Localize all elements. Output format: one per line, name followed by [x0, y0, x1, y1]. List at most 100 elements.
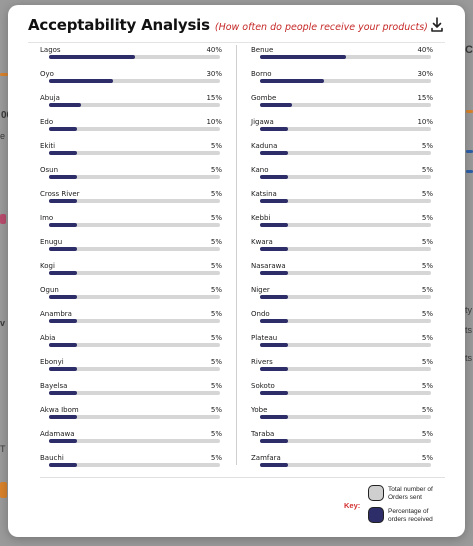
state-percent: 5%	[210, 454, 222, 462]
state-row: Plateau 5%	[251, 333, 433, 357]
state-row: Ogun 5%	[40, 285, 222, 309]
state-row: Kwara 5%	[251, 237, 433, 261]
legend-text-total-orders: Total number of Orders sent	[388, 486, 433, 502]
column-divider	[236, 45, 237, 465]
progress-fill	[260, 151, 289, 155]
progress-fill	[49, 79, 114, 83]
state-percent: 5%	[210, 214, 222, 222]
progress-track	[49, 439, 220, 443]
state-row: Abia 5%	[40, 333, 222, 357]
state-name: Abia	[40, 334, 56, 342]
progress-fill	[49, 199, 78, 203]
state-row: Katsina 5%	[251, 189, 433, 213]
state-percent: 5%	[421, 142, 433, 150]
state-name: Niger	[251, 286, 270, 294]
progress-track	[260, 127, 431, 131]
state-row: Enugu 5%	[40, 237, 222, 261]
progress-track	[49, 247, 220, 251]
progress-fill	[260, 247, 289, 251]
state-percent: 30%	[417, 70, 433, 78]
progress-fill	[49, 391, 78, 395]
state-percent: 5%	[421, 190, 433, 198]
background-fragment: ty	[465, 305, 473, 315]
state-name: Jigawa	[251, 118, 274, 126]
progress-track	[49, 55, 220, 59]
download-button[interactable]	[429, 16, 445, 34]
state-percent: 5%	[210, 142, 222, 150]
state-name: Yobe	[251, 406, 268, 414]
background-bar	[466, 170, 473, 173]
progress-track	[49, 127, 220, 131]
background-bar	[0, 73, 8, 76]
state-percent: 5%	[210, 406, 222, 414]
background-fragment: ts	[465, 353, 473, 363]
state-name: Imo	[40, 214, 54, 222]
state-percent: 10%	[206, 118, 222, 126]
progress-fill	[260, 295, 289, 299]
state-name: Kebbi	[251, 214, 271, 222]
state-row: Akwa Ibom 5%	[40, 405, 222, 429]
header-divider	[28, 42, 445, 43]
progress-fill	[260, 55, 346, 59]
progress-track	[260, 391, 431, 395]
state-row: Cross River 5%	[40, 189, 222, 213]
state-name: Borno	[251, 70, 272, 78]
progress-track	[49, 391, 220, 395]
state-row: Ekiti 5%	[40, 141, 222, 165]
state-percent: 5%	[421, 286, 433, 294]
modal-title: Acceptability Analysis	[28, 16, 210, 34]
background-bar	[0, 482, 7, 498]
state-percent: 5%	[421, 406, 433, 414]
progress-track	[49, 415, 220, 419]
state-name: Rivers	[251, 358, 273, 366]
state-percent: 5%	[210, 430, 222, 438]
state-row: Edo 10%	[40, 117, 222, 141]
legend-swatch-percentage-received	[368, 507, 384, 523]
state-percent: 15%	[206, 94, 222, 102]
state-percent: 5%	[210, 190, 222, 198]
progress-track	[260, 247, 431, 251]
state-percent: 5%	[210, 310, 222, 318]
progress-fill	[260, 343, 289, 347]
state-percent: 15%	[417, 94, 433, 102]
state-row: Osun 5%	[40, 165, 222, 189]
state-percent: 5%	[421, 334, 433, 342]
left-state-list: Lagos 40% Oyo 30% Abuja 15% Edo 10% Ekiti 5% Osun 5…	[40, 45, 222, 477]
state-row: Kaduna 5%	[251, 141, 433, 165]
progress-fill	[49, 439, 78, 443]
progress-fill	[260, 103, 293, 107]
progress-track	[260, 271, 431, 275]
progress-track	[49, 223, 220, 227]
progress-fill	[260, 463, 289, 467]
progress-fill	[260, 367, 289, 371]
state-row: Sokoto 5%	[251, 381, 433, 405]
state-row: Ebonyi 5%	[40, 357, 222, 381]
state-percent: 5%	[210, 382, 222, 390]
progress-track	[49, 103, 220, 107]
legend-total-line1: Total number of	[388, 486, 433, 493]
state-percent: 5%	[421, 382, 433, 390]
progress-fill	[49, 151, 78, 155]
progress-fill	[49, 295, 78, 299]
progress-fill	[260, 415, 289, 419]
progress-fill	[260, 391, 289, 395]
state-name: Bauchi	[40, 454, 64, 462]
state-row: Nasarawa 5%	[251, 261, 433, 285]
state-percent: 5%	[210, 238, 222, 246]
progress-fill	[49, 103, 82, 107]
state-name: Adamawa	[40, 430, 75, 438]
state-percent: 5%	[210, 358, 222, 366]
state-name: Oyo	[40, 70, 54, 78]
progress-track	[260, 415, 431, 419]
state-row: Gombe 15%	[251, 93, 433, 117]
state-row: Niger 5%	[251, 285, 433, 309]
state-name: Sokoto	[251, 382, 275, 390]
progress-fill	[49, 415, 78, 419]
progress-fill	[260, 79, 325, 83]
state-name: Osun	[40, 166, 59, 174]
state-name: Zamfara	[251, 454, 281, 462]
progress-fill	[260, 175, 289, 179]
progress-track	[49, 367, 220, 371]
modal-subtitle: (How often do people receive your produc…	[214, 22, 428, 33]
progress-track	[49, 151, 220, 155]
